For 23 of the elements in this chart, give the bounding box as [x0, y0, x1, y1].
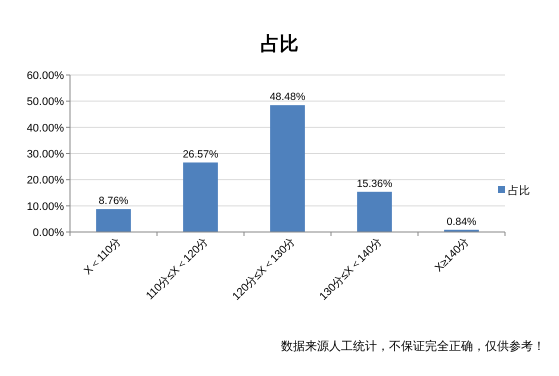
y-tick-label: 20.00% [26, 174, 64, 187]
y-tick-label: 60.00% [26, 70, 64, 82]
x-tick-label: 130分≤X＜140分 [317, 236, 385, 303]
data-label: 48.48% [270, 91, 306, 104]
data-label: 8.76% [98, 195, 128, 208]
text: 数据来源人工统计，不保证完全正确，仅供参考！ [281, 339, 545, 353]
y-tick-label: 30.00% [26, 148, 64, 160]
bar [96, 209, 131, 232]
bar [183, 162, 218, 232]
y-tick-label: 0.00% [32, 227, 64, 239]
legend-label: 占比 [508, 184, 530, 197]
y-tick-label: 10.00% [26, 200, 64, 213]
data-label: 26.57% [182, 148, 218, 160]
data-label: 15.36% [356, 178, 392, 190]
x-tick-label: 110分≤X＜120分 [144, 236, 211, 302]
x-tick-label: 120分≤X＜130分 [230, 236, 298, 303]
y-tick-label: 40.00% [26, 122, 64, 134]
chart-title: 占比 [260, 33, 298, 55]
data-label: 0.84% [446, 216, 476, 228]
x-tick-label: X＜110分 [82, 236, 124, 278]
bar [357, 192, 392, 232]
y-tick-label: 50.00% [26, 96, 64, 108]
bar [270, 105, 305, 232]
